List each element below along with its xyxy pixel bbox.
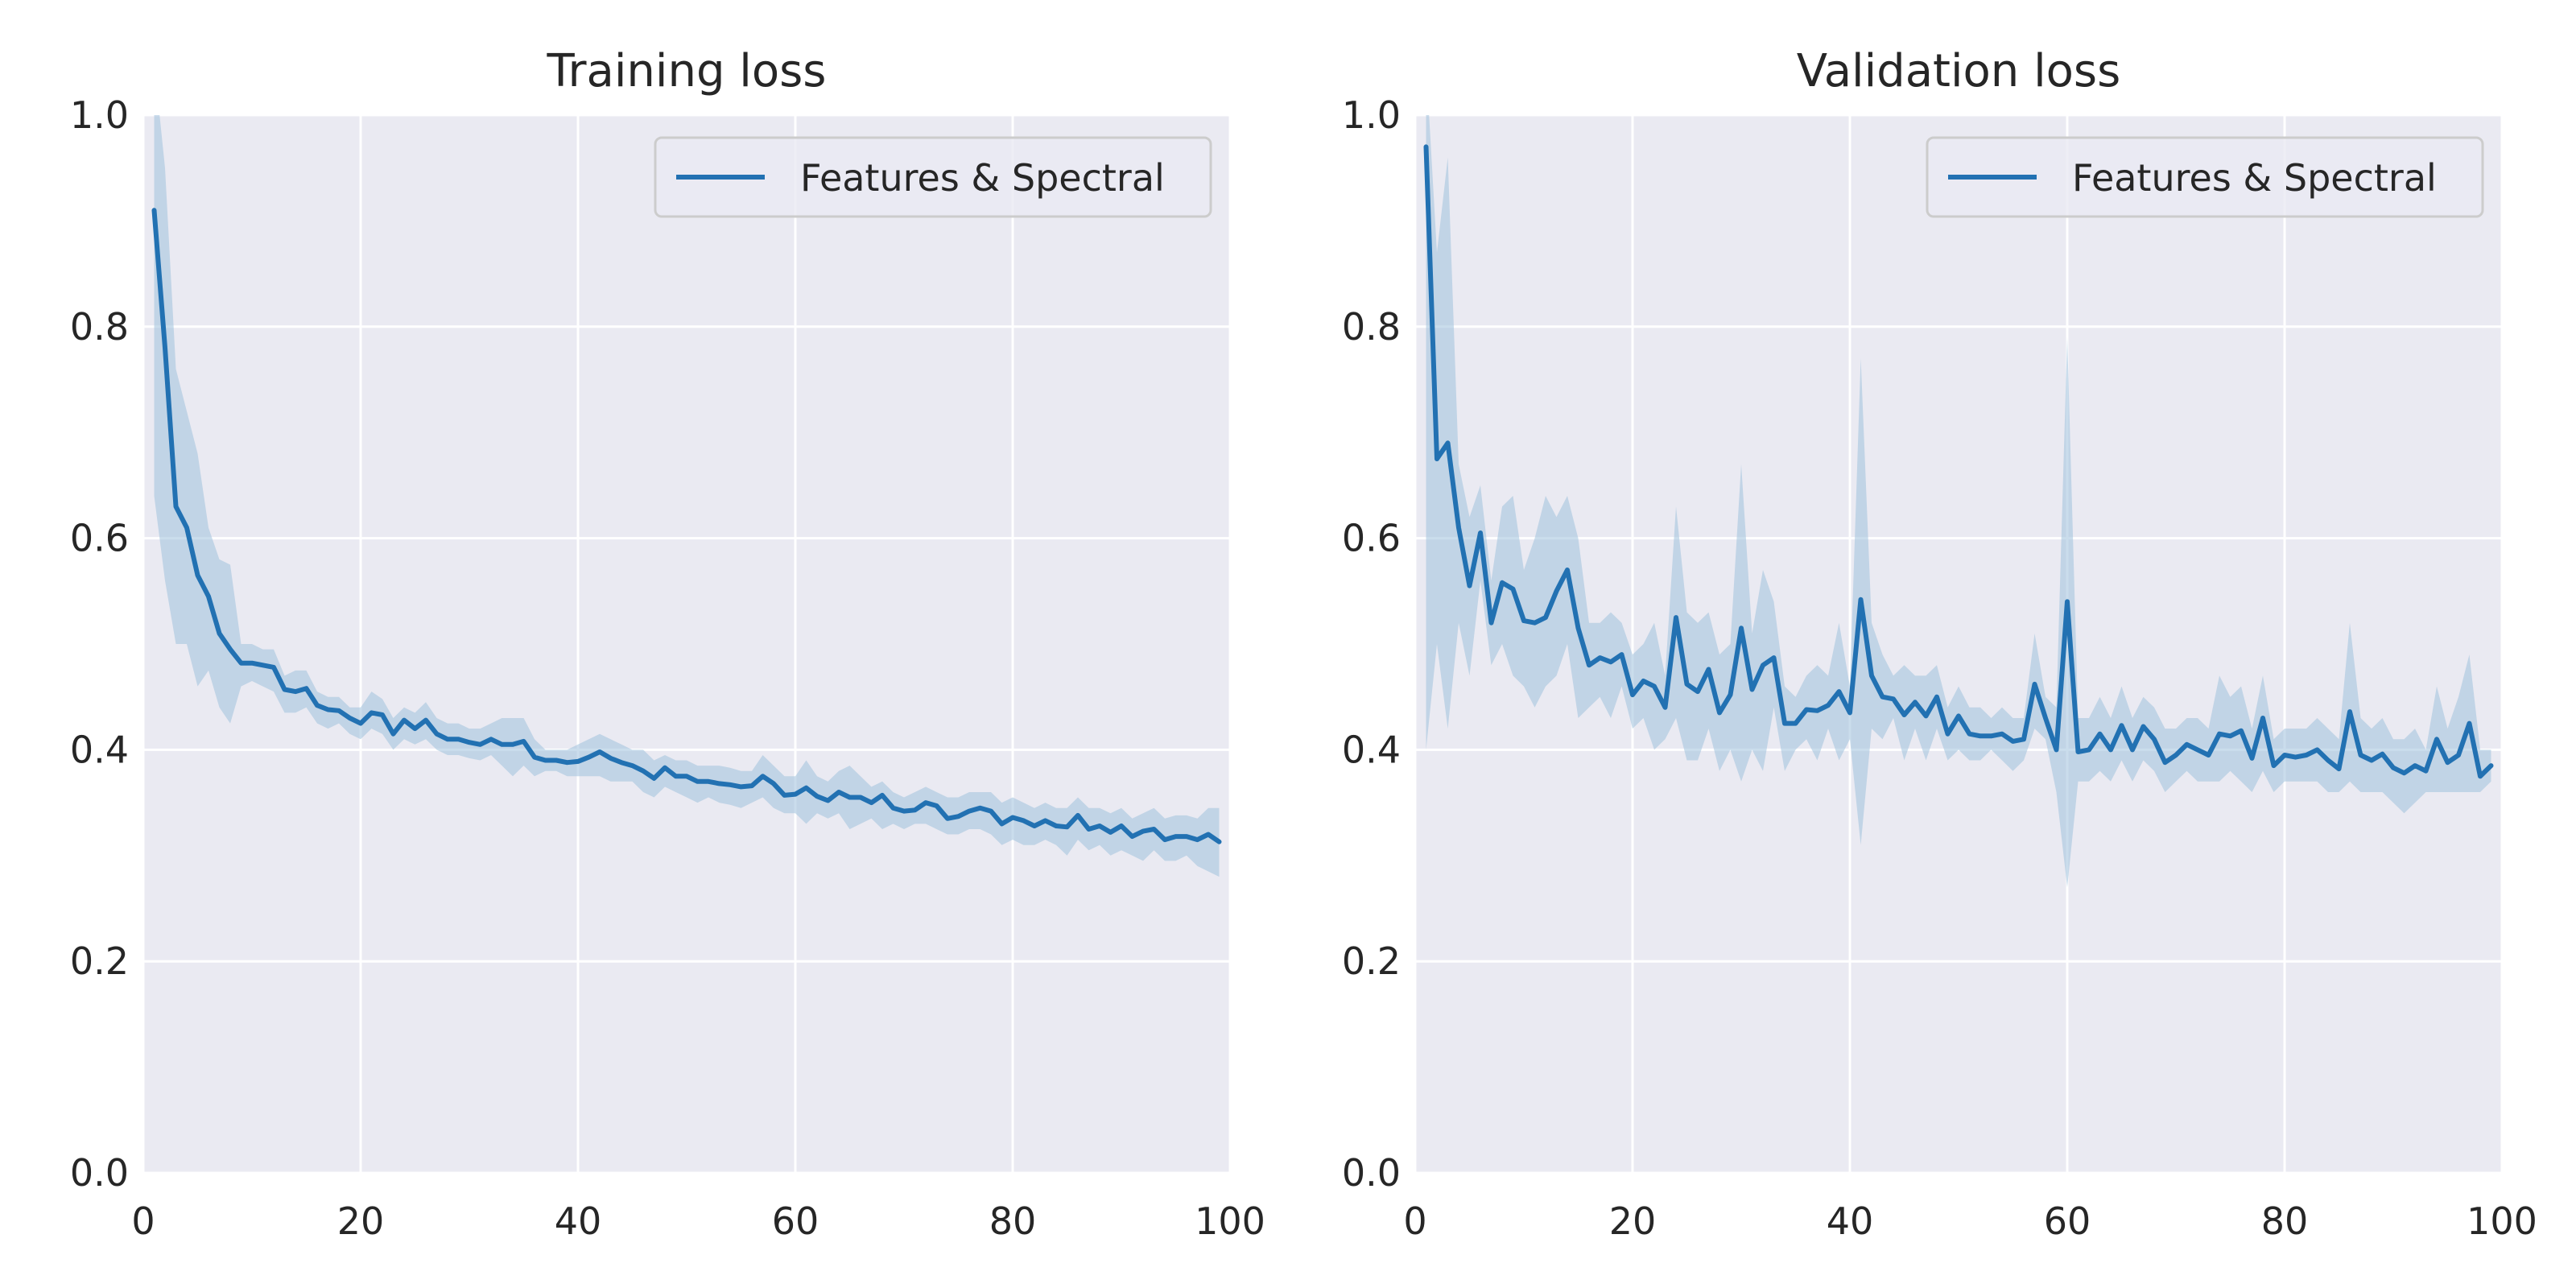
y-tick-label: 0.6 xyxy=(1342,517,1401,560)
y-tick-label: 0.2 xyxy=(70,939,129,983)
y-tick-label: 0.8 xyxy=(1342,305,1401,349)
series-layer xyxy=(1423,115,2494,888)
series-line xyxy=(151,208,1222,844)
y-tick-label: 0.0 xyxy=(70,1151,129,1195)
y-tick-label: 1.0 xyxy=(1342,93,1401,137)
x-tick-label: 100 xyxy=(2467,1199,2537,1243)
x-tick-label: 20 xyxy=(337,1199,385,1243)
x-tick-label: 100 xyxy=(1195,1199,1265,1243)
x-tick-label: 40 xyxy=(1827,1199,1874,1243)
series-layer xyxy=(151,115,1222,877)
chart-2: 0 20 40 60 80 100 0.0 0.2 0.4 0.6 0.8 1.0 Validation… xyxy=(1342,45,2537,1243)
legend-box xyxy=(1926,136,2484,218)
y-tick-label: 0.4 xyxy=(70,728,129,771)
y-tick-label: 0.4 xyxy=(1342,728,1401,771)
x-tick-label: 40 xyxy=(555,1199,602,1243)
chart-title: Validation loss xyxy=(1797,45,2121,97)
confidence-band xyxy=(1426,115,2491,888)
y-tick-label: 0.2 xyxy=(1342,939,1401,983)
legend: Features & Spectral xyxy=(654,136,1212,218)
x-tick-label: 60 xyxy=(772,1199,819,1243)
y-tick-label: 0.0 xyxy=(1342,1151,1401,1195)
y-tick-label: 0.6 xyxy=(70,517,129,560)
legend-label: Features & Spectral xyxy=(2072,156,2437,200)
series-line xyxy=(1423,144,2494,779)
y-tick-label: 0.8 xyxy=(70,305,129,349)
chart-title: Training loss xyxy=(547,45,827,97)
legend: Features & Spectral xyxy=(1926,136,2484,218)
x-tick-label: 80 xyxy=(989,1199,1037,1243)
x-tick-label: 20 xyxy=(1609,1199,1657,1243)
legend-label: Features & Spectral xyxy=(800,156,1165,200)
plot-area xyxy=(143,115,1230,1173)
legend-box xyxy=(654,136,1212,218)
x-tick-label: 0 xyxy=(131,1199,155,1243)
y-tick-label: 1.0 xyxy=(70,93,129,137)
chart-1: 0 20 40 60 80 100 0.0 0.2 0.4 0.6 0.8 1.0 Training l… xyxy=(70,45,1265,1243)
x-tick-label: 60 xyxy=(2044,1199,2091,1243)
x-tick-label: 80 xyxy=(2261,1199,2309,1243)
x-tick-label: 0 xyxy=(1403,1199,1426,1243)
